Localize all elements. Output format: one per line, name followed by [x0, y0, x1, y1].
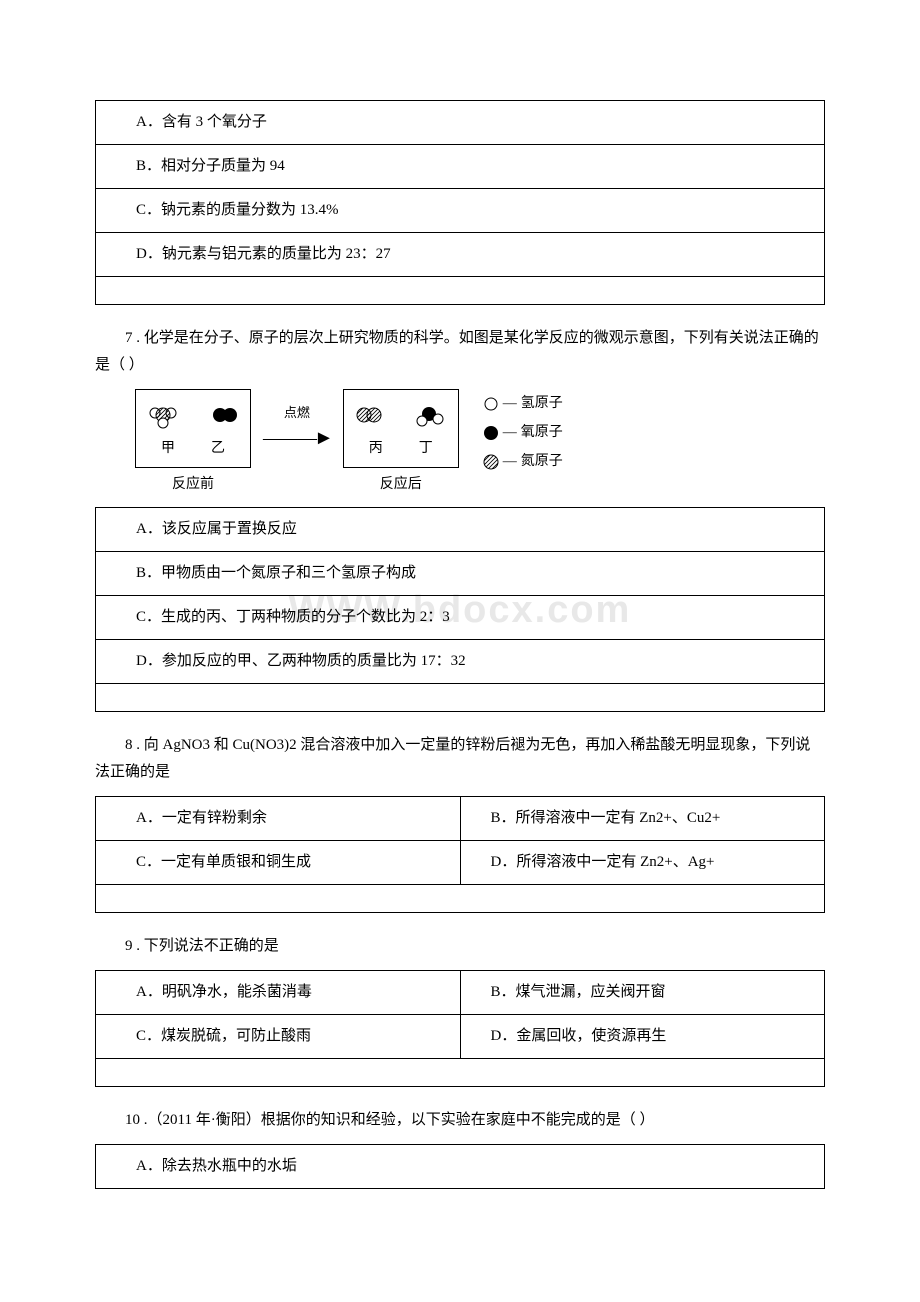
q6-empty	[96, 277, 825, 305]
q9-text: 9 . 下列说法不正确的是	[95, 933, 825, 960]
h-atom-icon	[483, 396, 499, 412]
q7-option-a: A．该反应属于置换反应	[96, 508, 825, 552]
q10-options-table: A．除去热水瓶中的水垢	[95, 1144, 825, 1189]
molecule-jia	[146, 401, 180, 429]
q8-text: 8 . 向 AgNO3 和 Cu(NO3)2 混合溶液中加入一定量的锌粉后褪为无…	[95, 732, 825, 786]
before-wrapper: 甲 乙 反应前	[135, 389, 251, 497]
legend-n: —氮原子	[483, 449, 563, 474]
label-ding: 丁	[419, 436, 433, 461]
q6-option-d: D．钠元素与铝元素的质量比为 23：27	[96, 233, 825, 277]
legend-n-label: 氮原子	[521, 449, 563, 474]
molecule-ding	[414, 401, 448, 429]
q7-diagram: 甲 乙 反应前 点燃 ———►	[135, 389, 825, 497]
legend: —氢原子 —氧原子 —氮原子	[483, 389, 563, 475]
before-label: 反应前	[135, 472, 251, 497]
q7-empty	[96, 684, 825, 712]
n-atom-icon	[483, 454, 499, 470]
q7-options-table: A．该反应属于置换反应 B．甲物质由一个氮原子和三个氢原子构成 C．生成的丙、丁…	[95, 507, 825, 712]
q9-options-table: A．明矾净水，能杀菌消毒 B．煤气泄漏，应关阀开窗 C．煤炭脱硫，可防止酸雨 D…	[95, 970, 825, 1087]
q8-option-d: D．所得溶液中一定有 Zn2+、Ag+	[460, 841, 825, 885]
legend-o: —氧原子	[483, 420, 563, 445]
after-label: 反应后	[343, 472, 459, 497]
before-molecules	[146, 398, 240, 432]
q6-options-table: A．含有 3 个氧分子 B．相对分子质量为 94 C．钠元素的质量分数为 13.…	[95, 100, 825, 305]
before-labels: 甲 乙	[146, 436, 240, 461]
q9-option-a: A．明矾净水，能杀菌消毒	[96, 971, 461, 1015]
legend-o-label: 氧原子	[521, 420, 563, 445]
q8-empty	[96, 885, 825, 913]
after-box: 丙 丁	[343, 389, 459, 468]
label-bing: 丙	[369, 436, 383, 461]
q7-text: 7 . 化学是在分子、原子的层次上研究物质的科学。如图是某化学反应的微观示意图，…	[95, 325, 825, 379]
q6-option-b: B．相对分子质量为 94	[96, 145, 825, 189]
o-atom-icon	[483, 425, 499, 441]
arrow-section: 点燃 ———►	[263, 389, 331, 456]
q8-options-table: A．一定有锌粉剩余 B．所得溶液中一定有 Zn2+、Cu2+ C．一定有单质银和…	[95, 796, 825, 913]
legend-h: —氢原子	[483, 391, 563, 416]
q6-option-a: A．含有 3 个氧分子	[96, 101, 825, 145]
arrow-icon: ———►	[263, 420, 331, 456]
q10-option-a: A．除去热水瓶中的水垢	[96, 1145, 825, 1189]
after-labels: 丙 丁	[354, 436, 448, 461]
after-molecules	[354, 398, 448, 432]
q8-option-c: C．一定有单质银和铜生成	[96, 841, 461, 885]
label-jia: 甲	[161, 436, 175, 461]
q9-option-b: B．煤气泄漏，应关阀开窗	[460, 971, 825, 1015]
legend-h-label: 氢原子	[521, 391, 563, 416]
q8-option-a: A．一定有锌粉剩余	[96, 797, 461, 841]
q10-text: 10 .（2011 年·衡阳）根据你的知识和经验，以下实验在家庭中不能完成的是（…	[95, 1107, 825, 1134]
q7-option-b: B．甲物质由一个氮原子和三个氢原子构成	[96, 552, 825, 596]
q9-option-c: C．煤炭脱硫，可防止酸雨	[96, 1015, 461, 1059]
q7-option-c: C．生成的丙、丁两种物质的分子个数比为 2：3	[96, 596, 825, 640]
q9-empty	[96, 1059, 825, 1087]
q6-option-c: C．钠元素的质量分数为 13.4%	[96, 189, 825, 233]
molecule-bing	[354, 401, 384, 429]
q7-option-d: D．参加反应的甲、乙两种物质的质量比为 17：32	[96, 640, 825, 684]
molecule-yi	[210, 401, 240, 429]
before-box: 甲 乙	[135, 389, 251, 468]
label-yi: 乙	[211, 436, 225, 461]
after-wrapper: 丙 丁 反应后	[343, 389, 459, 497]
q8-option-b: B．所得溶液中一定有 Zn2+、Cu2+	[460, 797, 825, 841]
q9-option-d: D．金属回收，使资源再生	[460, 1015, 825, 1059]
